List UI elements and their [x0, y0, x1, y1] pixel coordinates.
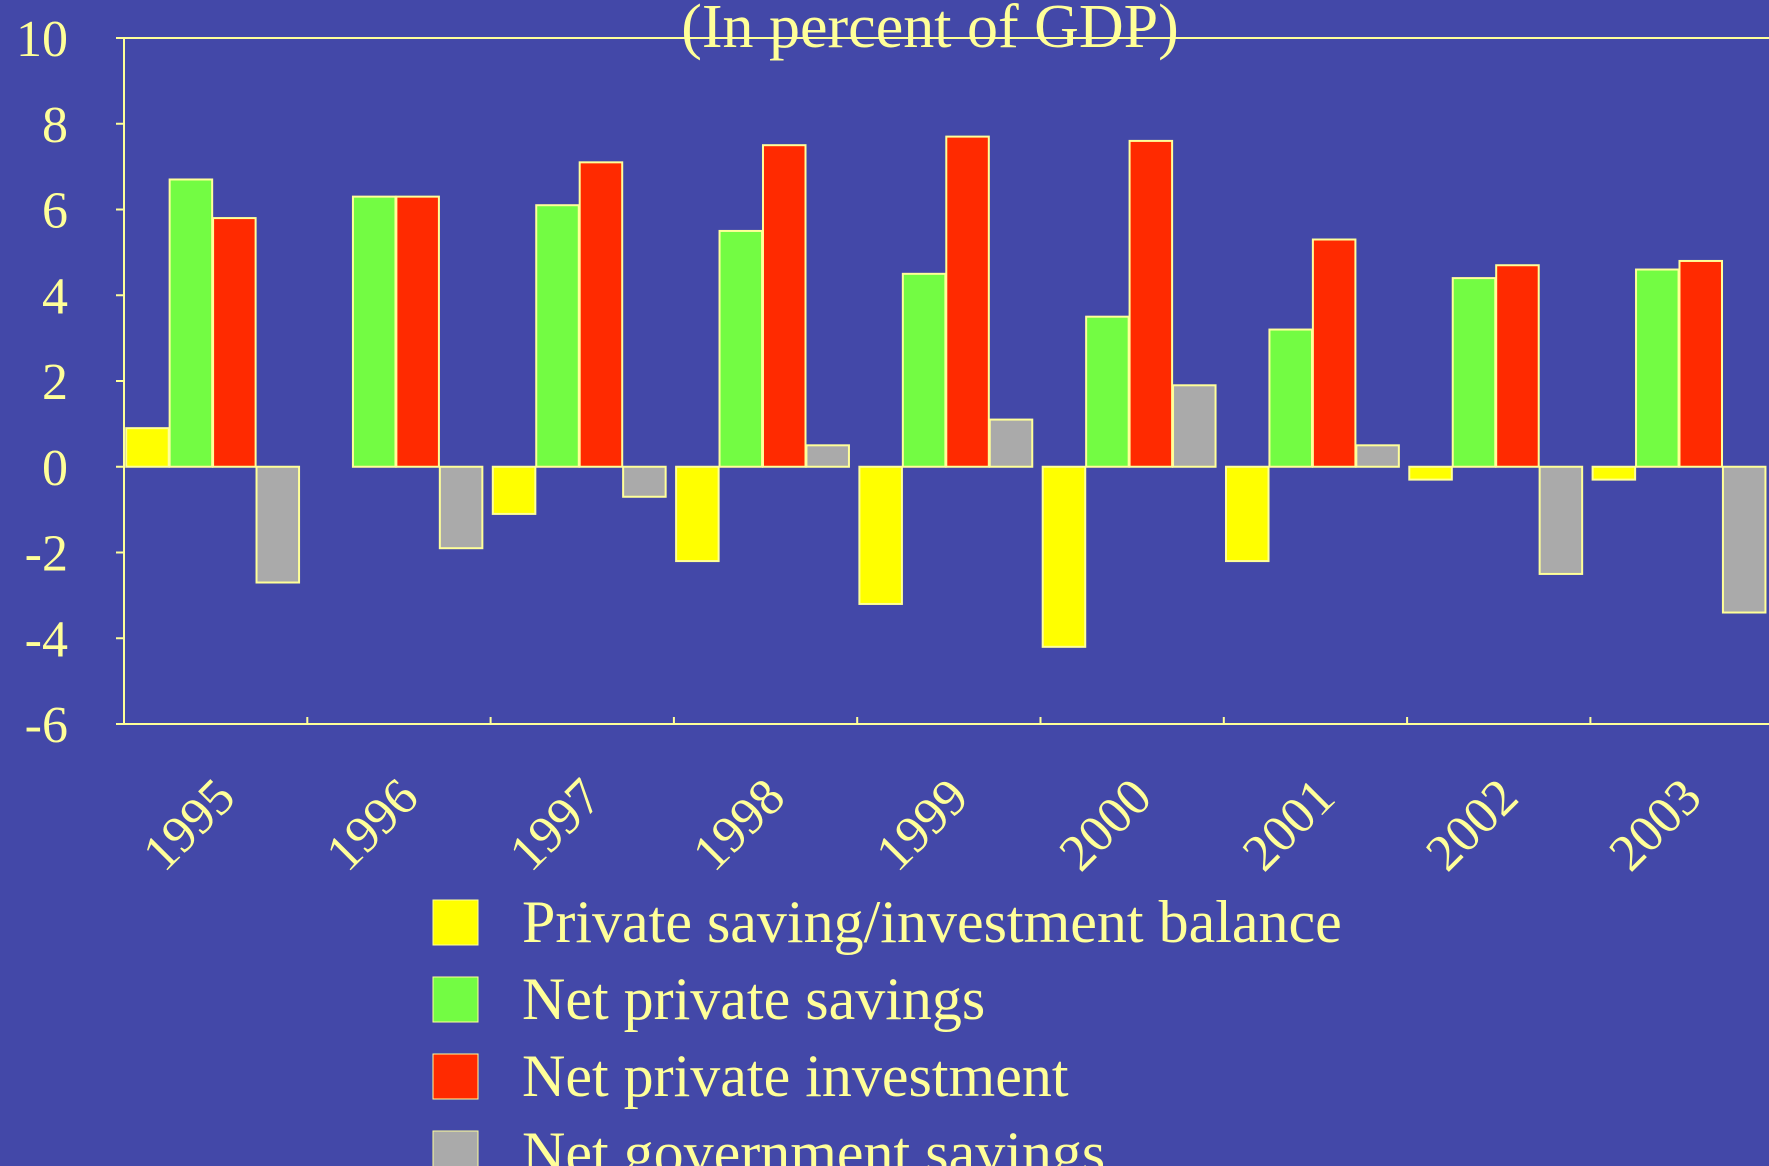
bar [491, 465, 537, 515]
bar [622, 465, 667, 498]
bar [212, 217, 257, 468]
bar [1591, 465, 1637, 481]
bar [1224, 465, 1270, 563]
y-tick-label: -4 [25, 611, 68, 668]
legend-label: Net private investment [522, 1043, 1069, 1109]
y-tick-label: 10 [16, 11, 68, 68]
bar [535, 204, 580, 468]
bar [125, 427, 170, 468]
bar [1172, 384, 1217, 468]
bar [168, 178, 214, 468]
bar [1495, 264, 1540, 468]
bar [1635, 268, 1680, 468]
y-tick-label: -6 [25, 697, 68, 754]
bar [1085, 315, 1130, 468]
chart-title: (In percent of GDP) [681, 0, 1179, 61]
y-tick-label: 8 [42, 97, 68, 154]
bar [901, 272, 947, 468]
bar [988, 418, 1034, 468]
bar [761, 144, 807, 468]
bar [351, 195, 397, 468]
legend-swatch [432, 899, 479, 946]
legend-swatch [432, 1053, 479, 1100]
legend-swatch [432, 976, 479, 1023]
bar [945, 135, 990, 468]
bar [1408, 465, 1453, 481]
legend-swatch [432, 1130, 479, 1166]
bar [255, 465, 301, 584]
y-tick-label: 4 [42, 268, 68, 325]
legend-label: Net private savings [522, 966, 985, 1032]
bar [675, 465, 720, 563]
legend-label: Private saving/investment balance [522, 889, 1342, 955]
bar [1678, 259, 1724, 468]
bar [578, 161, 624, 468]
bar [1355, 444, 1400, 468]
y-tick-label: -2 [25, 526, 68, 583]
bar [438, 465, 484, 550]
bar [1311, 238, 1357, 468]
bar [1451, 277, 1497, 468]
bar [1538, 465, 1584, 575]
bar [395, 195, 440, 468]
y-tick-label: 6 [42, 183, 68, 240]
bar [1041, 465, 1087, 648]
y-tick-label: 2 [42, 354, 68, 411]
bar [718, 229, 764, 468]
bar [1721, 465, 1767, 614]
bar [1268, 328, 1313, 468]
bar [1128, 139, 1174, 468]
bar [858, 465, 903, 605]
legend-label: Net government savings [522, 1120, 1105, 1166]
bar [805, 444, 850, 468]
y-tick-label: 0 [42, 440, 68, 497]
